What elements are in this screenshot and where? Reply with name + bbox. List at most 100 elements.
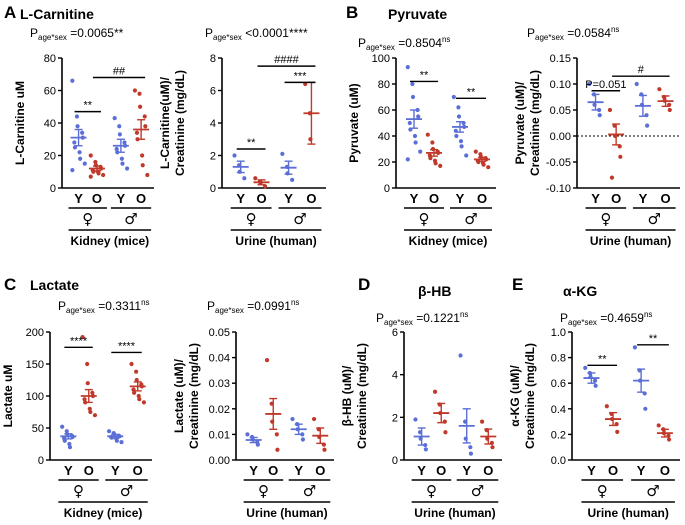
category-label: O <box>315 463 325 478</box>
stat-label: Page*sex =0.8504ns <box>358 35 450 52</box>
panel-title: Pyruvate <box>388 6 447 22</box>
category-label: Y <box>410 191 419 206</box>
data-point <box>255 442 260 447</box>
data-point <box>143 124 148 129</box>
data-point <box>132 88 138 93</box>
data-point <box>275 447 280 452</box>
x-axis-label: Kidney (mice) <box>64 506 143 520</box>
data-point <box>114 146 119 152</box>
category-label: O <box>608 463 618 478</box>
data-point <box>666 437 672 442</box>
data-point <box>597 113 602 118</box>
data-point <box>80 335 85 340</box>
male-symbol: ♂ <box>471 482 484 500</box>
x-axis-label: Kidney (mice) <box>70 234 149 248</box>
y-tick-label: 200 <box>26 327 44 339</box>
data-point <box>416 114 421 119</box>
data-point <box>405 65 410 70</box>
panel-pyruvate-urine: Page*sex =0.0584ns -0.10 -0.05 0.00 0.05 0.10… <box>513 25 680 248</box>
category-label: Y <box>587 463 596 478</box>
y-tick-label: 20 <box>378 157 390 169</box>
male-symbol: ♂ <box>120 482 133 500</box>
category-label: O <box>268 463 278 478</box>
category-label: Y <box>591 191 600 206</box>
data-point <box>322 447 327 452</box>
data-point <box>290 416 295 422</box>
category-label: O <box>483 463 493 478</box>
data-point <box>77 150 82 155</box>
data-point <box>101 172 106 178</box>
y-tick-label: 0.01 <box>209 429 230 441</box>
y-tick-label: 0.4 <box>551 404 566 416</box>
sig-label: ** <box>649 333 658 345</box>
data-point <box>479 419 485 424</box>
data-point <box>280 151 285 156</box>
y-tick-label: -0.10 <box>546 183 571 195</box>
sig-label: # <box>638 64 645 76</box>
data-point <box>136 393 141 399</box>
stat-label: Page*sex =0.3311ns <box>58 298 150 315</box>
data-point <box>124 166 130 171</box>
data-point <box>264 358 270 363</box>
data-point <box>134 377 139 383</box>
data-point <box>232 153 237 158</box>
y-tick-label: 60 <box>378 105 390 117</box>
data-point <box>657 87 662 92</box>
data-point <box>451 94 456 100</box>
data-point <box>134 369 139 374</box>
data-point <box>87 406 92 411</box>
y-tick-label: 80 <box>378 79 390 91</box>
panel-title: L-Carnitine <box>20 6 94 22</box>
data-point <box>96 171 101 176</box>
data-point <box>145 172 150 178</box>
data-point <box>78 156 83 161</box>
male-symbol: ♂ <box>464 210 477 228</box>
category-label: Y <box>236 191 245 206</box>
female-symbol: ♀ <box>73 482 84 500</box>
category-label: Y <box>284 191 293 206</box>
y-tick-label: 0.04 <box>209 353 230 365</box>
male-symbol: ♂ <box>303 482 316 500</box>
male-symbol: ♂ <box>648 210 661 228</box>
category-label: Y <box>639 191 648 206</box>
y-axis-label: L-Carnitine uM <box>13 81 27 165</box>
female-symbol: ♀ <box>419 210 430 228</box>
y-tick-label: 1.0 <box>551 327 566 339</box>
data-point <box>138 104 143 109</box>
data-point <box>425 132 430 137</box>
data-point <box>88 174 93 179</box>
category-label: Y <box>74 191 83 206</box>
panel-title: β-HB <box>418 283 451 299</box>
sig-label: P=0.051 <box>585 79 626 91</box>
data-point <box>459 144 464 149</box>
data-point <box>458 353 463 358</box>
data-point <box>311 416 317 422</box>
category-label: O <box>611 191 621 206</box>
data-point <box>137 91 142 96</box>
category-label: Y <box>64 463 73 478</box>
data-point <box>428 156 433 161</box>
category-label: Y <box>249 463 258 478</box>
data-point <box>592 378 598 383</box>
male-symbol: ♂ <box>293 210 306 228</box>
stat-label: Page*sex =0.4659ns <box>560 310 652 327</box>
data-point <box>70 168 75 173</box>
male-symbol: ♂ <box>646 482 659 500</box>
sig-label: #### <box>274 54 299 66</box>
data-point <box>119 156 124 161</box>
data-point <box>407 120 412 126</box>
category-label: O <box>136 191 146 206</box>
panel-lactate-urine: Page*sex =0.0991ns 0.00 0.01 0.02 0.03 0.04 0.… <box>172 298 334 520</box>
data-point <box>82 397 87 402</box>
data-point <box>607 107 613 113</box>
data-point <box>643 406 648 411</box>
data-point <box>117 124 122 129</box>
category-label: O <box>429 191 439 206</box>
data-point <box>106 429 112 434</box>
data-point <box>132 390 137 395</box>
data-point <box>74 114 80 119</box>
data-point <box>67 445 73 450</box>
female-symbol: ♀ <box>246 210 257 228</box>
sig-label: **** <box>70 335 88 347</box>
data-point <box>129 361 134 367</box>
